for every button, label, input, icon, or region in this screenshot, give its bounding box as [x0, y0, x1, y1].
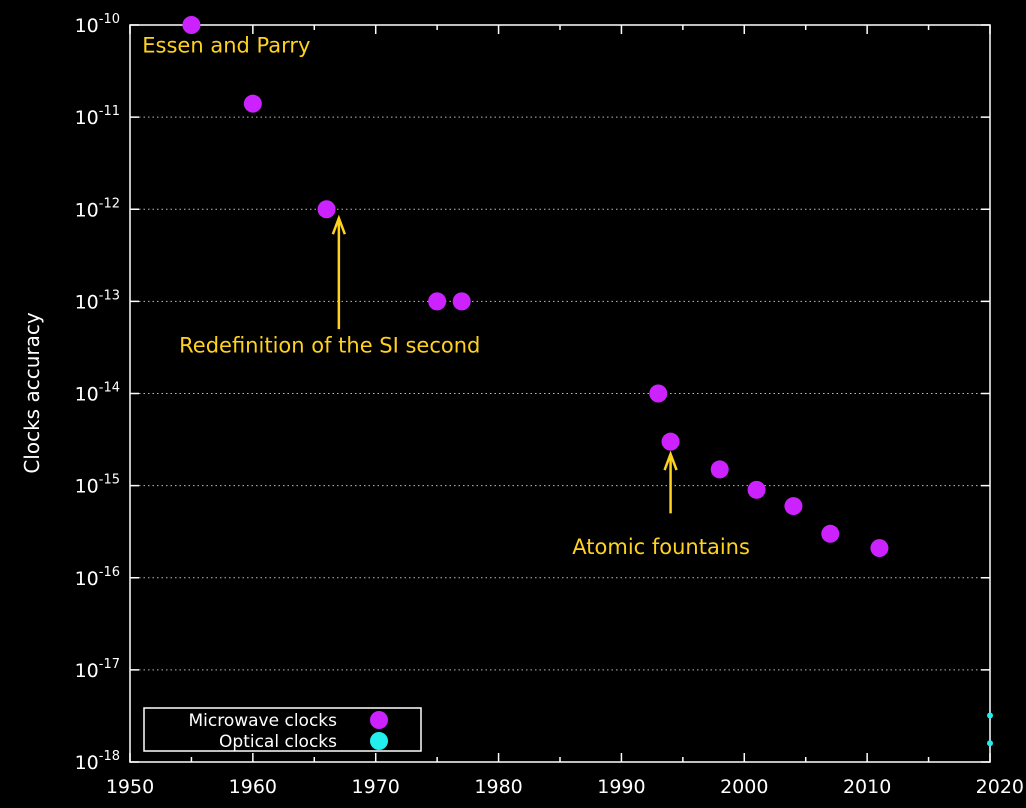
- microwave-clock-point: [243, 94, 262, 113]
- legend-marker: [370, 711, 388, 729]
- y-tick-base: 10: [75, 568, 99, 590]
- annotation-text: Essen and Parry: [142, 34, 310, 58]
- microwave-clock-point: [747, 480, 766, 499]
- y-tick-label: 10-10: [75, 12, 120, 37]
- legend-marker: [370, 732, 388, 750]
- x-tick-label: 1960: [229, 776, 277, 798]
- y-tick-exponent: -10: [99, 12, 120, 27]
- y-tick-exponent: -12: [99, 196, 120, 211]
- y-tick-exponent: -16: [99, 565, 120, 580]
- y-tick-label: 10-15: [75, 473, 120, 498]
- y-tick-exponent: -17: [99, 657, 120, 672]
- x-tick-label: 2020: [976, 776, 1024, 798]
- y-tick-exponent: -11: [99, 104, 120, 119]
- microwave-clock-point: [661, 432, 680, 451]
- x-tick-label: 1970: [352, 776, 400, 798]
- y-tick-base: 10: [75, 199, 99, 221]
- optical-clock-point: [987, 712, 993, 719]
- annotation-text: Redefinition of the SI second: [179, 333, 480, 357]
- y-tick-base: 10: [75, 291, 99, 313]
- y-tick-label: 10-16: [75, 565, 120, 590]
- x-tick-label: 1980: [474, 776, 522, 798]
- legend-entry-label: Microwave clocks: [188, 711, 337, 731]
- grid-lines: [130, 116, 990, 671]
- y-tick-label: 10-17: [75, 657, 120, 682]
- y-tick-base: 10: [75, 752, 99, 774]
- y-tick-label: 10-12: [75, 196, 120, 221]
- legend-entry-label: Optical clocks: [219, 732, 337, 752]
- y-tick-label: 10-18: [75, 749, 120, 774]
- microwave-clock-point: [649, 384, 668, 403]
- y-tick-label: 10-11: [75, 104, 120, 129]
- microwave-clock-point: [784, 497, 803, 516]
- y-axis-label: Clocks accuracy: [20, 312, 44, 474]
- axis-ticks: [129, 24, 991, 763]
- y-tick-label: 10-14: [75, 381, 120, 406]
- y-tick-exponent: -14: [99, 381, 120, 396]
- microwave-clock-point: [870, 539, 889, 558]
- y-tick-base: 10: [75, 476, 99, 498]
- annotation-arrow-head: [331, 214, 347, 235]
- y-tick-base: 10: [75, 384, 99, 406]
- x-tick-label: 1950: [106, 776, 154, 798]
- y-tick-exponent: -15: [99, 473, 120, 488]
- y-tick-label: 10-13: [75, 288, 120, 313]
- plot-frame: [129, 24, 991, 763]
- data-points: [182, 16, 993, 747]
- y-tick-exponent: -18: [99, 749, 120, 764]
- y-tick-base: 10: [75, 15, 99, 37]
- y-tick-exponent: -13: [99, 288, 120, 303]
- microwave-clock-point: [710, 460, 729, 479]
- y-tick-base: 10: [75, 107, 99, 129]
- y-tick-base: 10: [75, 660, 99, 682]
- optical-clock-point: [987, 740, 993, 747]
- microwave-clock-point: [428, 292, 447, 311]
- annotations: Essen and Parry Redefinition of the SI se…: [142, 34, 750, 560]
- annotation-arrow-head: [663, 450, 678, 471]
- microwave-clock-point: [182, 16, 201, 34]
- microwave-clock-point: [317, 200, 336, 219]
- microwave-clock-point: [452, 292, 471, 311]
- tick-labels: 10-1010-1110-1210-1310-1410-1510-1610-17…: [75, 12, 1024, 798]
- x-tick-label: 1990: [597, 776, 645, 798]
- x-tick-label: 2010: [843, 776, 891, 798]
- x-tick-label: 2000: [720, 776, 768, 798]
- annotation-text: Atomic fountains: [572, 535, 750, 559]
- microwave-clock-point: [821, 524, 840, 543]
